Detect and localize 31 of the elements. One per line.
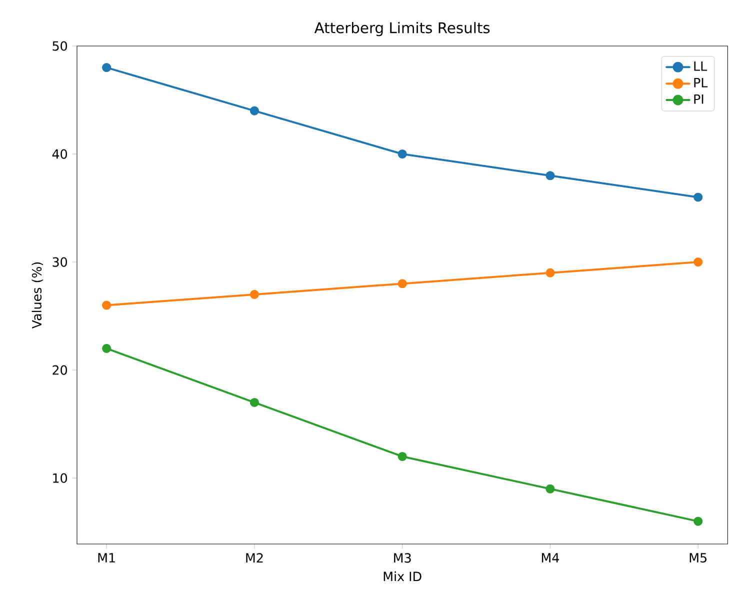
point [546,268,555,278]
y-tick-label: 50 [52,41,68,51]
x-tick-label: M1 [98,553,115,562]
point [250,398,259,408]
point [398,279,407,288]
point [546,171,555,180]
y-axis-title: Values (%) [32,262,44,329]
point [398,452,407,462]
y-tick-label: 10 [53,473,68,483]
x-axis-title: Mix ID [384,571,422,582]
point [250,290,259,299]
point [102,300,112,310]
point [694,516,703,526]
y-tick-label: 20 [52,365,68,375]
y-tick-label: 30 [52,257,68,267]
legend-label: PL [694,78,708,88]
y-tick-label: 40 [52,149,68,159]
point [102,63,112,72]
legend-label: PI [694,94,704,104]
x-tick-label: M2 [246,553,263,563]
point [546,484,555,494]
point [102,344,112,353]
x-tick-label: M4 [542,553,560,562]
point [694,258,703,267]
x-tick-label: M3 [394,553,411,563]
point [398,149,407,159]
chart-title: Atterberg Limits Results [314,22,490,36]
point [694,192,703,202]
legend-label: LL [694,62,708,71]
x-tick-label: M5 [690,553,706,563]
point [250,106,259,116]
